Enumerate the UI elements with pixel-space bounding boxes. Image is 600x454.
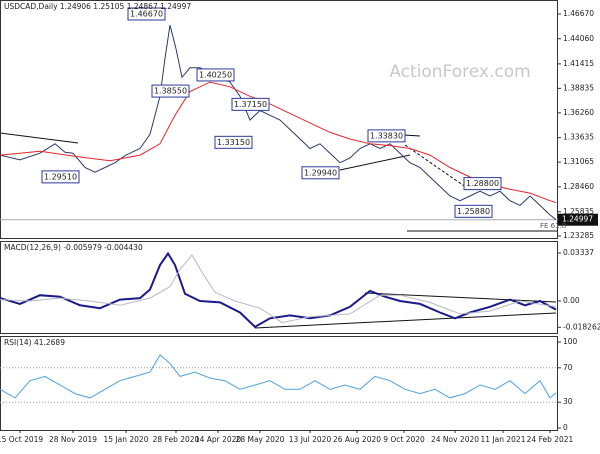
trend-line: [339, 154, 411, 171]
watermark: ActionForex.com: [389, 62, 530, 82]
trend-line: [0, 132, 79, 144]
x-tick-label: 28 Nov 2019: [49, 435, 97, 444]
panel-title: RSI(14) 41.2689: [4, 338, 65, 347]
x-tick-label: 24 Nov 2020: [431, 435, 479, 444]
x-tick-label: 24 Feb 2021: [527, 435, 574, 444]
x-tick-label: 15 Oct 2019: [0, 435, 43, 444]
x-tick-label: 28 Feb 2020: [153, 435, 200, 444]
x-tick-label: 28 May 2020: [236, 435, 285, 444]
price-label: 1.38550: [154, 87, 187, 96]
y-tick-label: -0.018262: [563, 322, 600, 331]
fe-label: FE 61.8: [540, 222, 566, 230]
x-tick-label: 15 Jan 2020: [104, 435, 149, 444]
price-label-box: [196, 68, 235, 82]
y-tick-label: 100: [563, 337, 578, 346]
current-price-label: 1.24997: [562, 215, 593, 224]
y-tick-label: 0.03337: [563, 248, 594, 257]
price-label: 1.37150: [234, 100, 267, 109]
series-line: [0, 251, 557, 329]
trend-line: [254, 312, 557, 329]
y-tick-label: 1.44060: [563, 34, 594, 43]
y-tick-label: 1.31065: [563, 157, 594, 166]
price-label-box: [214, 135, 253, 149]
price-label-box: [301, 166, 340, 180]
price-label: 1.28800: [466, 179, 499, 188]
price-label-box: [454, 204, 493, 218]
x-tick-label: 13 Jul 2020: [289, 435, 332, 444]
panel-title: MACD(12,26,9) -0.005979 -0.004430: [4, 243, 143, 252]
trend-line: [364, 292, 557, 303]
price-label: 1.33150: [217, 138, 250, 147]
x-tick-label: 14 Apr 2020: [195, 435, 242, 444]
price-label: 1.33830: [370, 131, 403, 140]
price-label: 1.40250: [199, 70, 232, 79]
panel-frame: [0, 336, 558, 431]
y-tick-label: 1.36260: [563, 108, 594, 117]
y-tick-label: 30: [563, 397, 573, 406]
y-tick-label: 1.38835: [563, 83, 594, 92]
series-line: [0, 24, 557, 221]
y-tick-label: 0: [563, 423, 568, 432]
price-label-box: [367, 129, 406, 143]
price-label: 1.46670: [130, 10, 163, 19]
y-tick-label: 1.28460: [563, 182, 594, 191]
y-tick-label: 0.00: [563, 296, 580, 305]
price-label: 1.29510: [44, 172, 77, 181]
x-tick-label: 9 Oct 2020: [383, 435, 425, 444]
price-label-box: [151, 84, 190, 98]
y-tick-label: 1.33635: [563, 133, 594, 142]
y-tick-label: 70: [563, 363, 573, 372]
price-label-box: [231, 97, 270, 111]
y-tick-label: 1.41415: [563, 59, 594, 68]
series-line: [0, 254, 557, 324]
y-tick-label: 1.46670: [563, 9, 594, 18]
price-label-box: [463, 177, 502, 191]
x-tick-label: 26 Aug 2020: [333, 435, 381, 444]
price-label-box: [127, 7, 166, 21]
trend-lines: [0, 132, 558, 329]
price-label: 1.25880: [457, 207, 490, 216]
x-tick-label: 11 Jan 2021: [481, 435, 526, 444]
panel-frame: [0, 241, 558, 334]
panel-frame: [0, 0, 558, 239]
panel-title: USDCAD,Daily 1.24906 1.25105 1.24867 1.2…: [4, 2, 191, 11]
y-tick-label: 1.25835: [563, 207, 594, 216]
series-line: [0, 354, 557, 399]
price-label-box: [41, 170, 80, 184]
current-price-box: [558, 213, 598, 226]
price-label: 1.29940: [304, 168, 337, 177]
trend-line: [404, 144, 471, 191]
y-tick-label: 1.23285: [563, 231, 594, 240]
